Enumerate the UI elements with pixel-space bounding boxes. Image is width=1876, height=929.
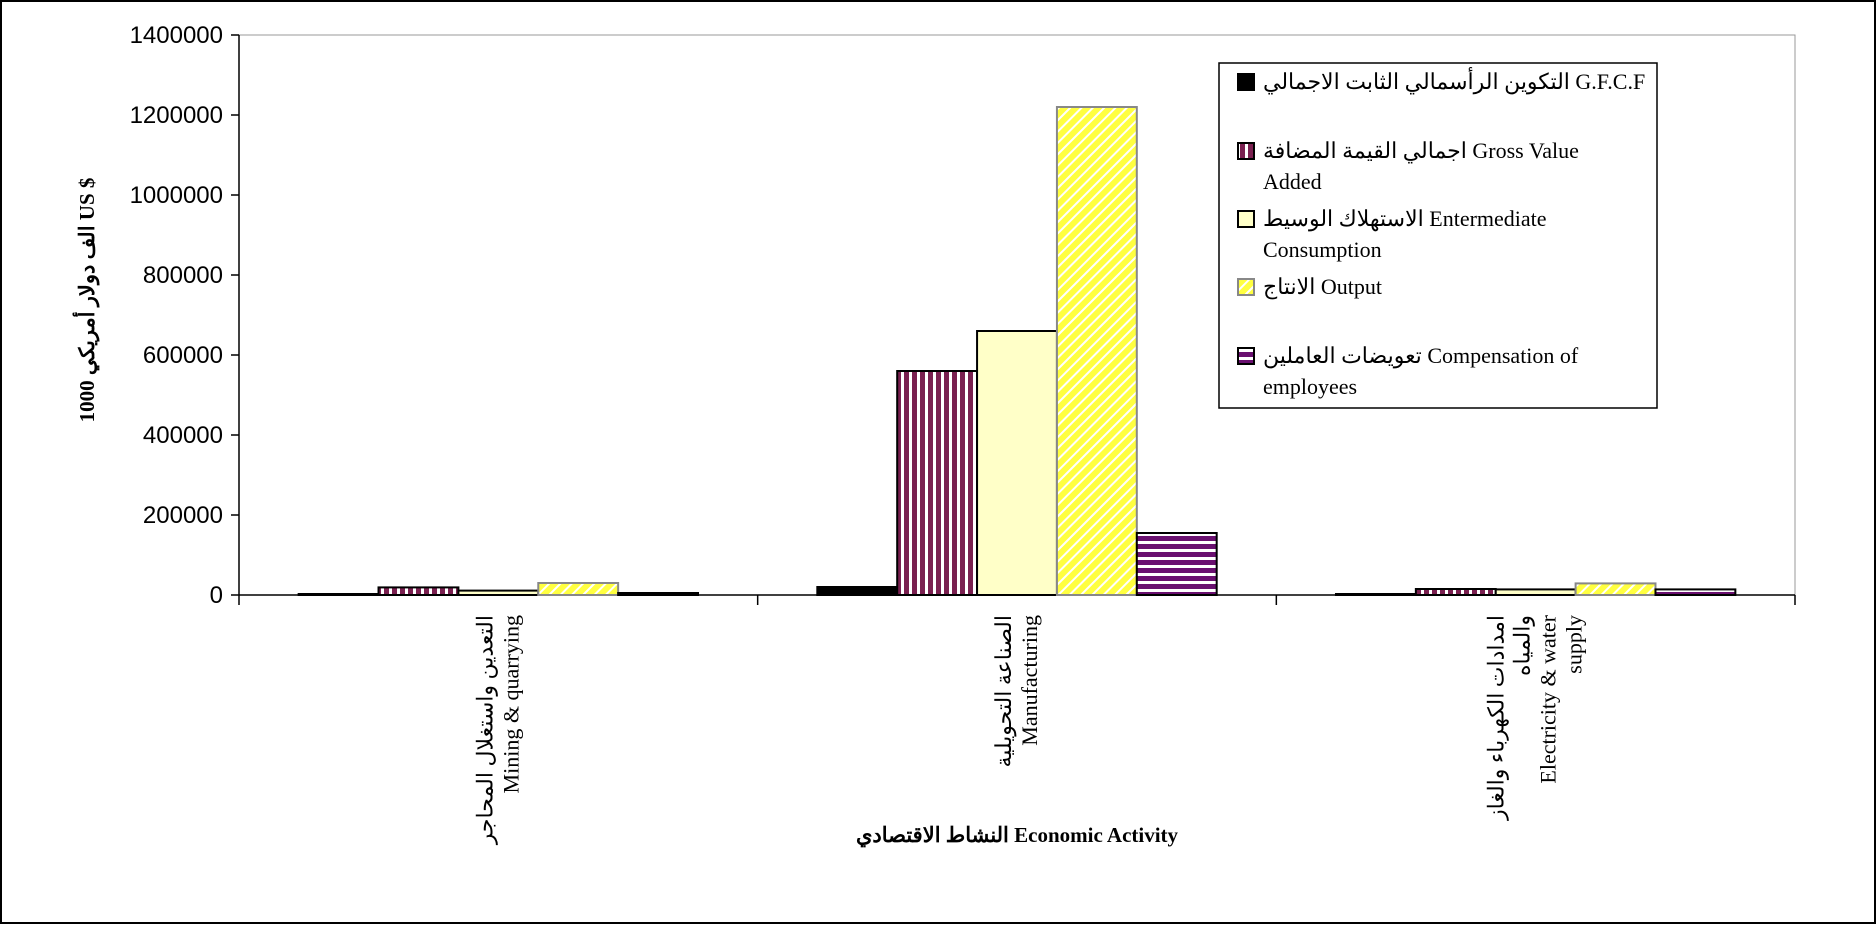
bar-0-1 bbox=[377, 586, 460, 597]
y-axis: 0 200000 400000 600000 800000 1000000 1200000 1… bbox=[130, 22, 240, 609]
bar-0-2 bbox=[457, 589, 540, 596]
bar-2-4 bbox=[1654, 588, 1737, 597]
legend-swatch-2 bbox=[1237, 210, 1255, 228]
bar-0-4 bbox=[617, 592, 700, 596]
category-label-0: التعدين واستغلال المحاجر bbox=[472, 615, 498, 845]
legend-swatch-3 bbox=[1237, 278, 1255, 296]
y-tick-label: 400000 bbox=[143, 422, 223, 449]
legend-label-3: الانتاج Output bbox=[1263, 274, 1382, 300]
bar-2-0 bbox=[1334, 593, 1417, 596]
legend-label-1: اجمالي القيمة المضافة Gross Value bbox=[1263, 138, 1579, 163]
bar-2-3 bbox=[1574, 582, 1657, 597]
category-label-0: Mining & quarrying bbox=[498, 615, 523, 793]
category-label-1: Manufacturing bbox=[1017, 615, 1042, 746]
y-tick-label: 600000 bbox=[143, 342, 223, 369]
bar-1-3 bbox=[1055, 106, 1138, 596]
bar-1-0 bbox=[816, 586, 899, 596]
legend-swatch-0 bbox=[1237, 73, 1255, 91]
legend-label-0: التكوين الرأسمالي الثابت الاجمالي G.F.C.… bbox=[1263, 66, 1645, 95]
legend-label-4: تعويضات العاملين Compensation of bbox=[1263, 343, 1579, 369]
legend-label-2: Consumption bbox=[1263, 237, 1382, 262]
x-axis-title: النشاط الاقتصادي Economic Activity bbox=[856, 823, 1179, 848]
legend-swatch-4 bbox=[1237, 347, 1255, 365]
y-axis-title: الف دولار أمريكي 1000 US $ bbox=[72, 178, 100, 423]
legend: التكوين الرأسمالي الثابت الاجمالي G.F.C.… bbox=[1218, 62, 1658, 409]
bars bbox=[297, 106, 1737, 597]
y-tick-label: 1400000 bbox=[130, 22, 223, 49]
y-tick-label: 1000000 bbox=[130, 182, 223, 209]
y-tick-label: 800000 bbox=[143, 262, 223, 289]
legend-label-1: Added bbox=[1263, 169, 1322, 194]
category-labels: التعدين واستغلال المحاجر Mining & quarryi… bbox=[472, 614, 1586, 845]
bar-2-1 bbox=[1414, 588, 1497, 596]
bar-0-0 bbox=[297, 593, 380, 596]
legend-label-2: الاستهلاك الوسيط Entermediate bbox=[1263, 206, 1547, 232]
legend-box bbox=[1218, 62, 1658, 409]
category-label-2: والمياه bbox=[1510, 615, 1536, 676]
category-label-2: supply bbox=[1562, 615, 1587, 674]
y-tick-label: 1200000 bbox=[130, 102, 223, 129]
category-label-1: الصناعة التحويلية bbox=[991, 615, 1017, 768]
legend-label-4: employees bbox=[1263, 374, 1357, 399]
bar-1-2 bbox=[976, 330, 1058, 596]
bar-0-3 bbox=[537, 582, 620, 596]
category-label-2: Electricity & water bbox=[1536, 614, 1561, 783]
bar-1-4 bbox=[1135, 532, 1218, 596]
bar-2-2 bbox=[1494, 588, 1577, 597]
category-label-2: امدادات الكهرباء والغاز bbox=[1484, 615, 1510, 821]
y-tick-label: 0 bbox=[210, 582, 223, 609]
y-tick-label: 200000 bbox=[143, 502, 223, 529]
legend-swatch-1 bbox=[1237, 142, 1255, 160]
bar-1-1 bbox=[896, 370, 979, 596]
